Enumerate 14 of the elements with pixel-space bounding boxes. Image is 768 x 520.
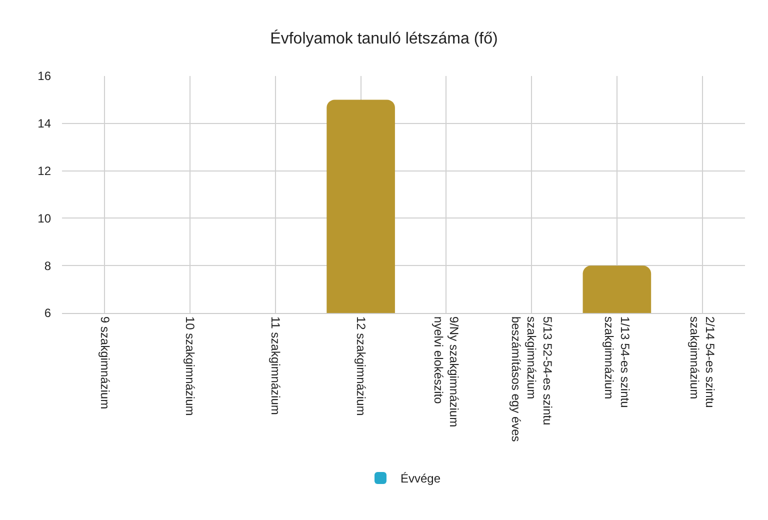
chart-title: Évfolyamok tanuló létszáma (fő) [270, 30, 498, 48]
y-tick-label: 8 [44, 258, 52, 273]
y-tick-label: 10 [38, 211, 52, 226]
x-tick-label: 9 szakgimnázium [98, 316, 112, 410]
x-tick-label: 11 szakgimnázium [268, 316, 283, 415]
y-tick-label: 12 [38, 164, 52, 178]
y-tick-label: 14 [38, 116, 52, 131]
x-tick-label: 2/14 54-es szintu szakgimnázium [688, 316, 718, 408]
y-tick-label: 6 [44, 306, 52, 320]
y-tick-label: 16 [38, 69, 52, 84]
series-label: Évvége [400, 472, 441, 486]
x-tick-label: 10 szakgimnázium [183, 316, 198, 416]
x-tick-label: 9/Ny szakgimnázium nyelvi elokészito [431, 316, 462, 428]
x-tick-label: 12 szakgimnázium [354, 316, 368, 416]
